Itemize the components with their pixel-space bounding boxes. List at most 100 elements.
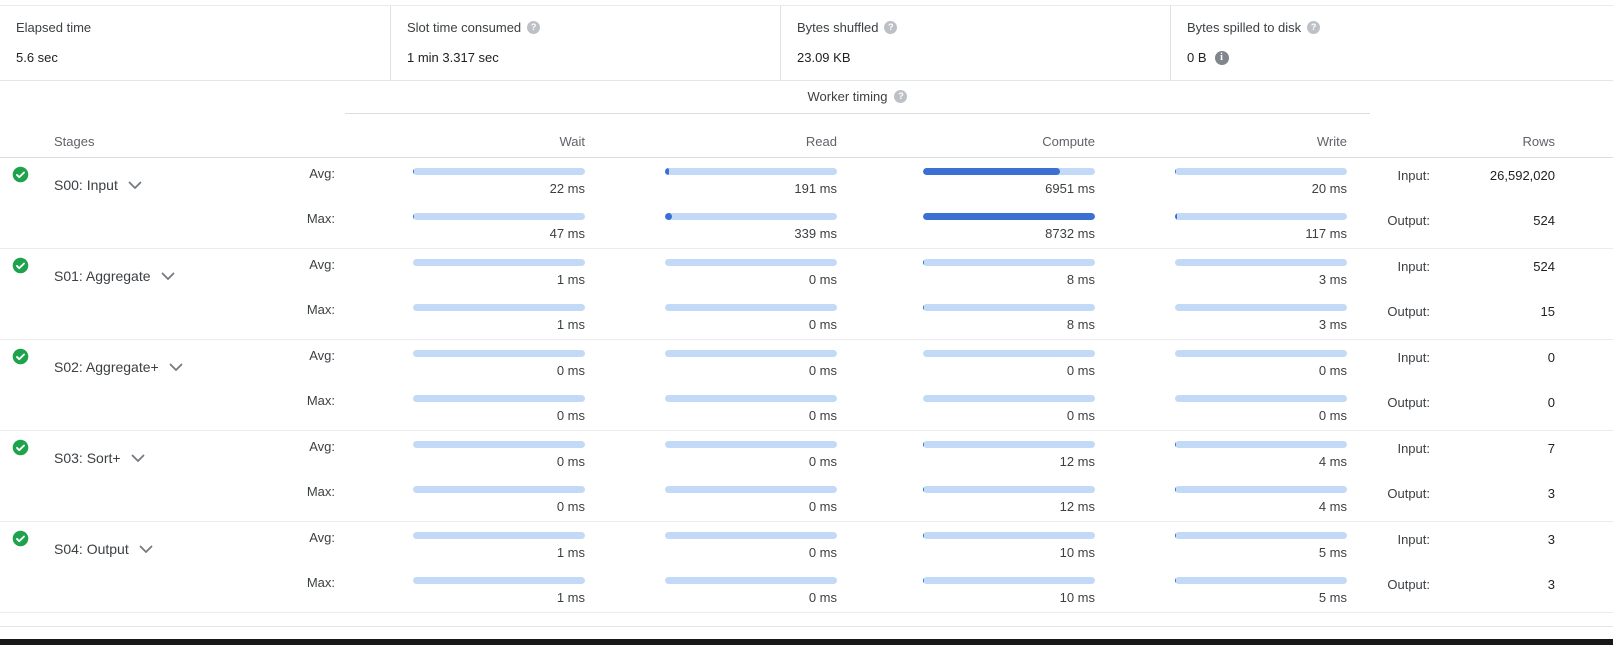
summary-slot-time: Slot time consumed ? 1 min 3.317 sec: [390, 6, 780, 80]
panel-bottom-border: [0, 613, 1613, 627]
bar-wait-avg: 0 ms: [413, 340, 585, 385]
stage-expander[interactable]: S00: Input: [40, 158, 290, 203]
bar-read-max: 0 ms: [665, 567, 837, 612]
help-icon[interactable]: ?: [894, 90, 908, 103]
bar-write-max: 0 ms: [1175, 385, 1347, 430]
bar-read-max: 339 ms: [665, 203, 837, 248]
bar-write-avg: 5 ms: [1175, 522, 1347, 567]
stage-success-icon: [12, 439, 29, 476]
compute-column-header: Compute: [1042, 134, 1095, 149]
bar-wait-avg: 0 ms: [413, 431, 585, 476]
query-summary-bar: Elapsed time 5.6 sec Slot time consumed …: [0, 6, 1613, 81]
bar-write-avg: 4 ms: [1175, 431, 1347, 476]
elapsed-time-label: Elapsed time: [16, 20, 92, 35]
stage-name: S03: Sort+: [54, 450, 121, 466]
bar-write-max: 4 ms: [1175, 476, 1347, 521]
bytes-shuffled-value: 23.09 KB: [797, 50, 851, 65]
help-icon[interactable]: ?: [884, 21, 898, 34]
elapsed-time-value: 5.6 sec: [16, 50, 58, 65]
bar-read-max: 0 ms: [665, 476, 837, 521]
read-column-header: Read: [805, 134, 837, 149]
input-label: Input:: [1397, 532, 1430, 547]
stage-success-icon: [12, 166, 29, 203]
worker-timing-header: Worker timing ?: [0, 81, 1613, 119]
info-icon[interactable]: i: [1214, 50, 1229, 65]
stage-input-rows: 524: [1533, 259, 1555, 274]
stage-success-icon: [12, 530, 29, 567]
stages-column-header: Stages: [54, 134, 95, 149]
stage-row: S01: Aggregate Avg: Max: 1 ms 1 ms 0 ms …: [0, 249, 1613, 340]
bar-read-avg: 0 ms: [665, 522, 837, 567]
output-label: Output:: [1387, 213, 1430, 228]
bar-compute-avg: 12 ms: [923, 431, 1095, 476]
stage-name: S04: Output: [54, 541, 129, 557]
chevron-down-icon[interactable]: [139, 541, 153, 557]
stage-expander[interactable]: S02: Aggregate+: [40, 340, 290, 385]
bar-wait-max: 47 ms: [413, 203, 585, 248]
stage-input-rows: 3: [1547, 532, 1555, 547]
input-label: Input:: [1397, 350, 1430, 365]
bar-write-avg: 0 ms: [1175, 340, 1347, 385]
bar-wait-max: 1 ms: [413, 294, 585, 339]
chevron-down-icon[interactable]: [161, 268, 175, 284]
avg-label: Avg:: [309, 348, 335, 363]
chevron-down-icon[interactable]: [131, 450, 145, 466]
bytes-shuffled-label: Bytes shuffled: [797, 20, 879, 35]
avg-label: Avg:: [309, 439, 335, 454]
bytes-spilled-value: 0 B: [1187, 50, 1207, 65]
stage-expander[interactable]: S01: Aggregate: [40, 249, 290, 294]
bar-wait-avg: 22 ms: [413, 158, 585, 203]
bar-read-avg: 191 ms: [665, 158, 837, 203]
rows-column-header: Rows: [1522, 134, 1555, 149]
bytes-spilled-label: Bytes spilled to disk: [1187, 20, 1302, 35]
avg-label: Avg:: [309, 530, 335, 545]
slot-time-label: Slot time consumed: [407, 20, 522, 35]
bar-write-max: 5 ms: [1175, 567, 1347, 612]
stage-success-icon: [12, 257, 29, 294]
bar-compute-max: 8732 ms: [923, 203, 1095, 248]
help-icon[interactable]: ?: [1307, 21, 1321, 34]
max-label: Max:: [306, 484, 335, 499]
bar-wait-avg: 1 ms: [413, 522, 585, 567]
stage-output-rows: 3: [1547, 486, 1555, 501]
stage-output-rows: 3: [1547, 577, 1555, 592]
bar-compute-max: 10 ms: [923, 567, 1095, 612]
input-label: Input:: [1397, 259, 1430, 274]
summary-elapsed-time: Elapsed time 5.6 sec: [0, 6, 390, 80]
bar-read-avg: 0 ms: [665, 340, 837, 385]
bar-compute-avg: 8 ms: [923, 249, 1095, 294]
summary-bytes-shuffled: Bytes shuffled ? 23.09 KB: [780, 6, 1170, 80]
bar-compute-max: 12 ms: [923, 476, 1095, 521]
stage-output-rows: 15: [1540, 304, 1555, 319]
output-label: Output:: [1387, 577, 1430, 592]
stage-row: S04: Output Avg: Max: 1 ms 1 ms 0 ms 0 m…: [0, 522, 1613, 613]
chevron-down-icon[interactable]: [128, 177, 142, 193]
write-column-header: Write: [1316, 134, 1347, 149]
slot-time-value: 1 min 3.317 sec: [407, 50, 499, 65]
bar-write-avg: 3 ms: [1175, 249, 1347, 294]
avg-label: Avg:: [309, 257, 335, 272]
stage-name: S00: Input: [54, 177, 118, 193]
chevron-down-icon[interactable]: [169, 359, 183, 375]
max-label: Max:: [306, 211, 335, 226]
stage-input-rows: 26,592,020: [1489, 168, 1555, 183]
summary-bytes-spilled: Bytes spilled to disk ? 0 B i: [1170, 6, 1560, 80]
bar-compute-avg: 0 ms: [923, 340, 1095, 385]
bar-wait-max: 0 ms: [413, 476, 585, 521]
bar-read-avg: 0 ms: [665, 249, 837, 294]
wait-column-header: Wait: [559, 134, 585, 149]
stage-row: S03: Sort+ Avg: Max: 0 ms 0 ms 0 ms 0 ms…: [0, 431, 1613, 522]
stage-expander[interactable]: S04: Output: [40, 522, 290, 567]
bar-read-max: 0 ms: [665, 294, 837, 339]
max-label: Max:: [306, 575, 335, 590]
stage-row: S02: Aggregate+ Avg: Max: 0 ms 0 ms 0 ms…: [0, 340, 1613, 431]
bar-compute-max: 0 ms: [923, 385, 1095, 430]
stage-output-rows: 0: [1547, 395, 1555, 410]
stage-success-icon: [12, 348, 29, 385]
stage-table-header: Stages Wait Read Compute Write Rows: [0, 119, 1613, 158]
stage-expander[interactable]: S03: Sort+: [40, 431, 290, 476]
bar-read-avg: 0 ms: [665, 431, 837, 476]
bar-wait-max: 1 ms: [413, 567, 585, 612]
help-icon[interactable]: ?: [527, 21, 541, 34]
stage-input-rows: 7: [1547, 441, 1555, 456]
